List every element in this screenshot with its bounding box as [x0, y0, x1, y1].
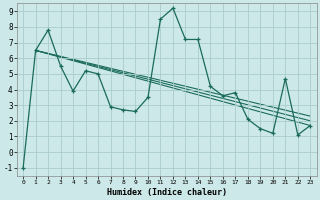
X-axis label: Humidex (Indice chaleur): Humidex (Indice chaleur) — [107, 188, 227, 197]
